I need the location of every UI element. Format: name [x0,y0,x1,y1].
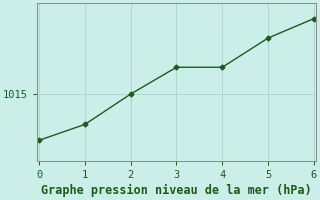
X-axis label: Graphe pression niveau de la mer (hPa): Graphe pression niveau de la mer (hPa) [41,184,312,197]
